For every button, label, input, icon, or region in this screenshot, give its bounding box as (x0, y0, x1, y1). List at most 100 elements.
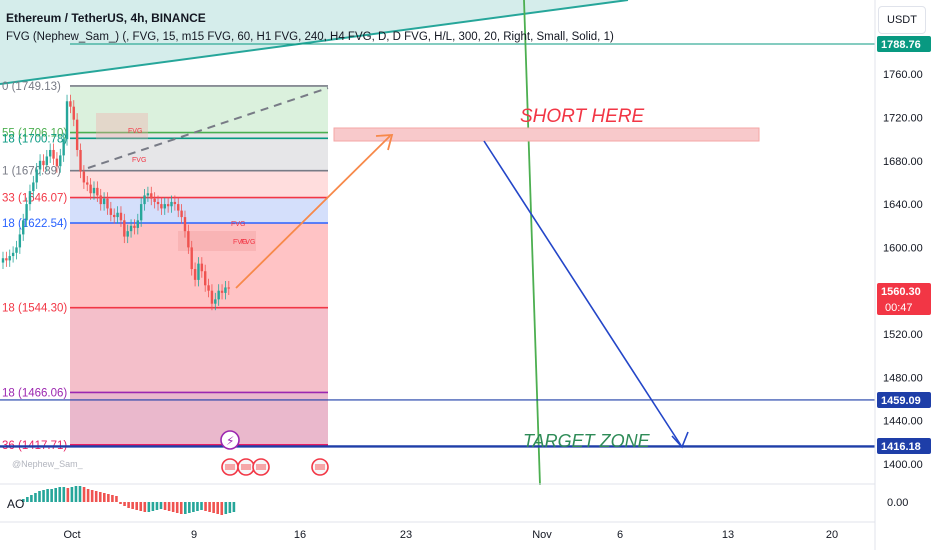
ao-bar (192, 502, 195, 512)
ao-bar (78, 486, 82, 502)
candle-body (166, 204, 170, 207)
y-tick-1680: 1680.00 (883, 156, 923, 168)
ao-bar (184, 502, 187, 514)
entry-arrowhead (375, 134, 394, 151)
candle-body (163, 204, 166, 209)
candle-body (156, 201, 160, 205)
candle-body (72, 106, 75, 120)
candle-body (123, 220, 126, 237)
ao-bar (188, 502, 191, 513)
fib-zone-0 (70, 85, 328, 133)
lightning-icon (220, 430, 240, 450)
ao-bar (232, 502, 236, 512)
fib-label-7: 18 (1466.06) (2, 387, 67, 399)
entry-arrow-line (235, 135, 391, 289)
ao-bar (42, 490, 45, 502)
fvg-box-1 (96, 113, 148, 139)
candle-body (45, 156, 49, 166)
candle-body (75, 119, 79, 150)
candle-body (15, 247, 18, 253)
y-tick-1400: 1400.00 (883, 459, 923, 471)
ao-bar (107, 494, 110, 502)
ao-bar (115, 496, 118, 502)
candle-body (5, 258, 8, 261)
author-watermark: @Nephew_Sam_ (12, 459, 83, 469)
ao-bar (82, 487, 86, 502)
x-tick-0: Oct (63, 529, 80, 541)
ao-bar (46, 489, 49, 502)
ao-bar (119, 502, 122, 504)
price-label-2: 1459.09 (881, 395, 921, 407)
ao-bar (135, 502, 138, 510)
ao-bar (155, 502, 159, 510)
fib-label-6: 18 (1544.30) (2, 303, 67, 315)
price-label-bg-3 (877, 438, 931, 454)
candle-body (180, 210, 183, 218)
candle-body (143, 195, 146, 205)
ao-bar (131, 502, 134, 509)
candle-body (160, 204, 163, 209)
ao-bar (139, 502, 143, 511)
candle-body (106, 198, 109, 209)
candle-body (89, 184, 92, 194)
ao-bar (216, 502, 219, 514)
candle-body (92, 187, 96, 194)
price-label-1: 1560.30 (881, 286, 921, 298)
price-label-bg-0 (877, 36, 931, 52)
fvg-box-2 (178, 231, 256, 251)
candle-body (204, 271, 207, 286)
ao-bar (94, 491, 98, 502)
candle-body (170, 201, 173, 207)
projection-arrowhead (671, 431, 689, 449)
ao-bar (179, 502, 183, 514)
candle-body (200, 263, 204, 272)
candle-body (150, 193, 153, 199)
x-tick-5: 6 (617, 529, 623, 541)
candle-body (55, 158, 59, 167)
candle-body (146, 193, 150, 196)
ao-bar (204, 502, 207, 511)
ao-bar (196, 502, 199, 511)
ao-bar (159, 502, 163, 509)
candle-body (25, 204, 28, 221)
annotation-short-here: SHORT HERE (520, 106, 645, 127)
price-label-bg-1 (877, 283, 931, 315)
x-tick-1: 9 (191, 529, 197, 541)
candle-body (173, 201, 177, 205)
fib-label-0: 0 (1749.13) (2, 81, 61, 93)
flag-icon-0 (225, 464, 235, 470)
indicator-legend[interactable]: FVG (Nephew_Sam_) (, FVG, 15, m15 FVG, 6… (6, 31, 614, 43)
ao-bar (224, 502, 228, 514)
ao-bar (90, 490, 94, 502)
fib-label-3: 1 (1670.89) (2, 166, 61, 178)
y-tick-1480: 1480.00 (883, 372, 923, 384)
candle-body (139, 204, 143, 221)
candle-body (224, 287, 227, 293)
candle-body (22, 220, 25, 235)
ao-bar (58, 487, 62, 502)
candle-body (28, 191, 32, 205)
ao-bar (212, 502, 215, 513)
fib-label-4: 33 (1646.07) (2, 193, 67, 205)
ao-bar (34, 493, 37, 502)
candle-body (210, 290, 214, 304)
currency-button[interactable]: USDT (878, 6, 926, 34)
candle-body (99, 195, 102, 205)
ao-bar (200, 502, 203, 510)
ao-bar (38, 491, 41, 502)
ao-bar (143, 502, 147, 512)
candle-body (193, 269, 197, 280)
annotation-target-zone: TARGET ZONE (523, 431, 651, 451)
candle-body (133, 225, 136, 228)
candle-body (207, 285, 210, 291)
ao-bar (86, 489, 90, 502)
ao-bar (127, 502, 130, 508)
x-tick-4: Nov (532, 529, 552, 541)
price-label-3: 1416.18 (881, 441, 921, 453)
candle-body (79, 149, 82, 172)
fib-zone-6 (70, 392, 328, 445)
oscillator-label: AO (7, 497, 25, 511)
candle-body (116, 212, 119, 218)
